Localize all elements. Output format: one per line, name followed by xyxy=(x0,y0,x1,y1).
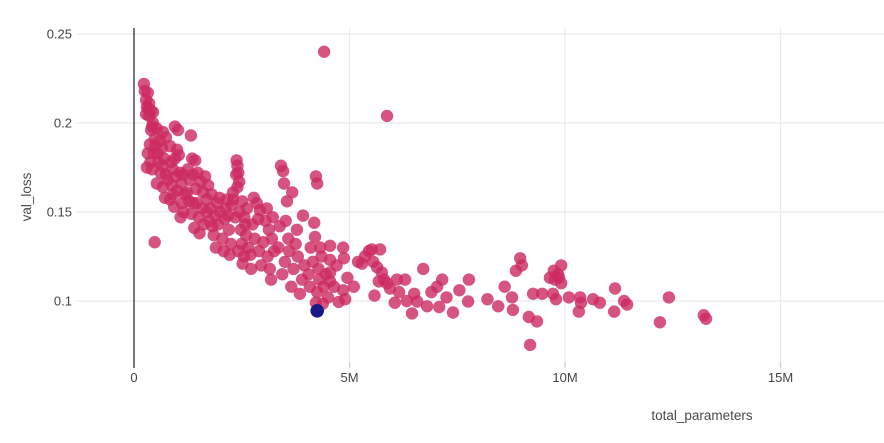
data-point[interactable] xyxy=(266,211,279,224)
data-point[interactable] xyxy=(498,280,511,293)
data-point[interactable] xyxy=(405,307,419,320)
data-point[interactable] xyxy=(555,277,568,290)
data-point[interactable] xyxy=(420,300,434,313)
data-point[interactable] xyxy=(231,180,244,194)
data-point[interactable] xyxy=(222,223,235,236)
tick-labels: 0.1 0.15 0.2 0.25 0 5M 10M 15M xyxy=(47,27,794,385)
data-point[interactable] xyxy=(272,241,285,254)
selected-data-point[interactable] xyxy=(310,304,325,318)
data-point[interactable] xyxy=(265,232,279,245)
data-point[interactable] xyxy=(574,296,588,309)
x-tick-label: 5M xyxy=(340,370,358,385)
data-point[interactable] xyxy=(433,300,446,314)
data-point[interactable] xyxy=(392,285,406,299)
data-point[interactable] xyxy=(492,300,505,313)
data-point[interactable] xyxy=(523,338,537,352)
data-point[interactable] xyxy=(308,230,322,244)
data-point[interactable] xyxy=(287,262,300,276)
data-point[interactable] xyxy=(232,244,245,258)
data-point[interactable] xyxy=(436,273,449,286)
data-point[interactable] xyxy=(341,271,354,284)
data-point[interactable] xyxy=(653,316,667,329)
data-point[interactable] xyxy=(699,312,713,325)
data-point[interactable] xyxy=(337,252,351,265)
data-point[interactable] xyxy=(293,287,307,300)
data-point[interactable] xyxy=(276,268,289,281)
data-point[interactable] xyxy=(593,296,607,309)
data-point[interactable] xyxy=(562,291,576,304)
data-point[interactable] xyxy=(304,241,317,254)
data-point[interactable] xyxy=(336,241,350,254)
data-point[interactable] xyxy=(317,45,331,58)
data-point[interactable] xyxy=(308,216,321,229)
data-point[interactable] xyxy=(171,123,185,137)
data-point[interactable] xyxy=(189,154,202,167)
data-point[interactable] xyxy=(461,295,475,308)
y-tick-label: 0.25 xyxy=(47,27,72,42)
data-point[interactable] xyxy=(263,262,276,276)
data-point[interactable] xyxy=(380,109,394,123)
data-point[interactable] xyxy=(286,186,299,199)
data-point[interactable] xyxy=(373,243,387,256)
data-point[interactable] xyxy=(245,262,258,276)
data-point[interactable] xyxy=(620,298,634,311)
data-point[interactable] xyxy=(417,262,430,276)
data-point[interactable] xyxy=(536,287,549,300)
data-point[interactable] xyxy=(285,280,298,293)
data-point[interactable] xyxy=(290,223,304,236)
data-point[interactable] xyxy=(411,295,424,308)
data-point[interactable] xyxy=(506,303,520,317)
data-point[interactable] xyxy=(339,293,352,306)
data-point[interactable] xyxy=(481,293,494,306)
data-point[interactable] xyxy=(526,287,540,300)
data-point[interactable] xyxy=(505,291,519,304)
data-point[interactable] xyxy=(184,129,198,142)
data-point[interactable] xyxy=(515,259,529,272)
data-point[interactable] xyxy=(278,255,292,268)
data-point[interactable] xyxy=(264,273,278,286)
data-point[interactable] xyxy=(296,209,310,222)
data-point[interactable] xyxy=(549,293,563,306)
x-tick-label: 0 xyxy=(130,370,137,385)
data-point[interactable] xyxy=(279,214,292,228)
data-points xyxy=(137,45,713,352)
y-axis-title: val_loss xyxy=(19,172,34,221)
data-point[interactable] xyxy=(146,106,160,119)
data-point[interactable] xyxy=(608,282,622,295)
data-point[interactable] xyxy=(148,236,161,249)
data-point[interactable] xyxy=(368,289,381,302)
data-point[interactable] xyxy=(260,202,273,215)
x-axis-title: total_parameters xyxy=(651,408,753,423)
y-tick-label: 0.1 xyxy=(54,293,72,308)
data-point[interactable] xyxy=(291,250,304,263)
data-point[interactable] xyxy=(440,291,453,304)
data-point[interactable] xyxy=(289,237,302,251)
data-point[interactable] xyxy=(311,177,324,190)
data-point[interactable] xyxy=(530,315,544,328)
data-point[interactable] xyxy=(662,291,676,304)
data-point[interactable] xyxy=(277,177,291,190)
data-point[interactable] xyxy=(453,284,466,297)
data-point[interactable] xyxy=(462,273,476,286)
data-point[interactable] xyxy=(555,259,568,272)
data-point[interactable] xyxy=(446,306,460,319)
data-point[interactable] xyxy=(323,239,337,252)
data-point[interactable] xyxy=(302,268,315,281)
data-point[interactable] xyxy=(388,296,401,309)
y-tick-label: 0.2 xyxy=(54,116,72,131)
data-point[interactable] xyxy=(276,164,290,178)
x-tick-label: 15M xyxy=(768,370,793,385)
data-point[interactable] xyxy=(398,273,412,286)
data-point[interactable] xyxy=(141,86,154,100)
data-point[interactable] xyxy=(172,148,185,162)
data-point[interactable] xyxy=(608,305,621,318)
y-tick-label: 0.15 xyxy=(47,204,72,219)
data-point[interactable] xyxy=(321,291,335,304)
data-point[interactable] xyxy=(347,280,360,293)
data-point[interactable] xyxy=(240,202,254,215)
x-tick-label: 10M xyxy=(552,370,577,385)
